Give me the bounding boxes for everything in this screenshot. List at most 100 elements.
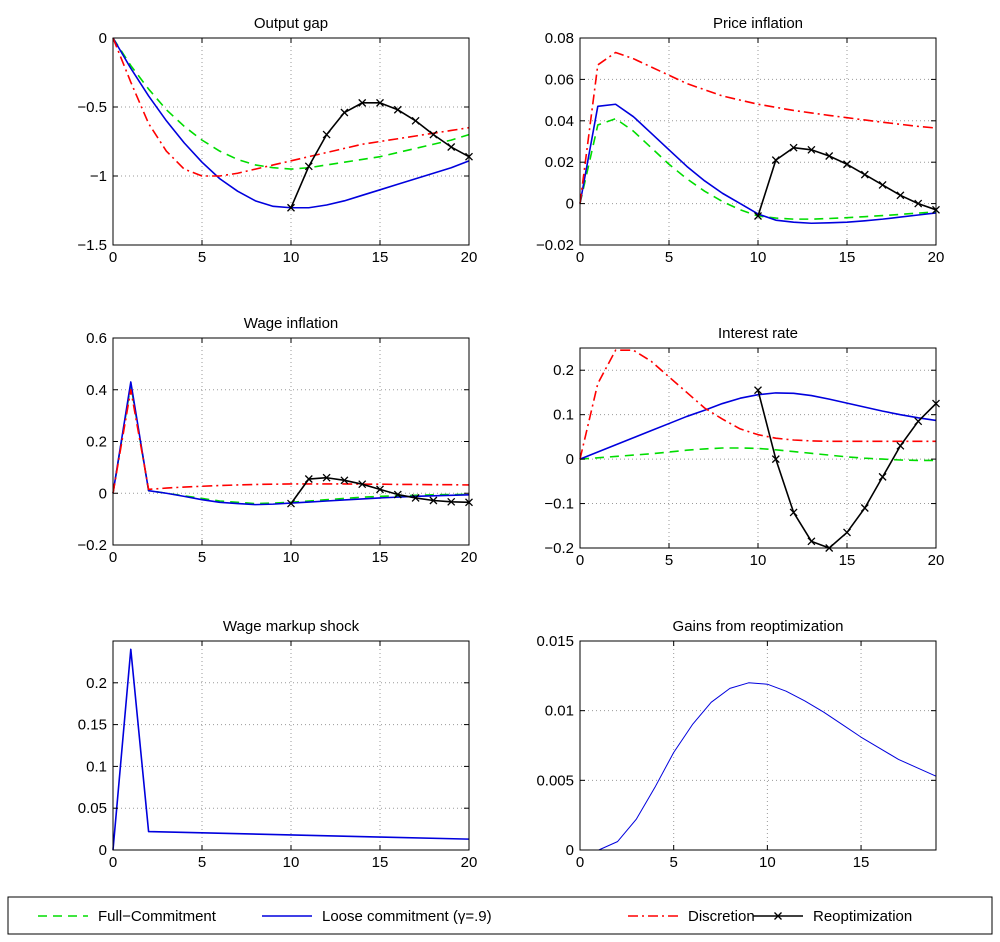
legend-label: Full−Commitment — [98, 908, 217, 925]
y-tick-label: 0 — [566, 196, 574, 213]
y-tick-label: −0.2 — [77, 537, 107, 554]
y-tick-label: 0.005 — [536, 772, 574, 789]
legend-label: Discretion — [688, 908, 755, 925]
series-line-loose — [112, 648, 470, 851]
x-tick-label: 15 — [839, 552, 856, 569]
y-tick-label: 0 — [99, 485, 107, 502]
chart-title: Gains from reoptimization — [673, 618, 844, 635]
series-line-disc — [112, 388, 470, 494]
chart-panel-1: 0 5 10 15 20 −1.5 −1 −0.5 0 Output gap — [77, 15, 477, 266]
chart-title: Wage markup shock — [223, 618, 360, 635]
x-tick-label: 5 — [665, 249, 673, 266]
data-marker-x — [771, 156, 780, 165]
y-tick-label: 0 — [566, 451, 574, 468]
data-marker-x — [429, 496, 438, 505]
y-tick-label: 0.015 — [536, 633, 574, 650]
legend-label: Reoptimization — [813, 908, 912, 925]
data-marker-x — [393, 490, 402, 499]
x-tick-label: 15 — [372, 854, 389, 871]
data-marker-x — [843, 528, 851, 537]
y-tick-label: 0 — [99, 30, 107, 47]
y-tick-label: 0 — [99, 842, 107, 859]
x-tick-label: 0 — [576, 249, 584, 266]
legend-item-fullc: Full−Commitment — [38, 908, 217, 925]
plot-area — [113, 38, 469, 245]
data-marker-x — [771, 455, 780, 464]
y-tick-label: 0.2 — [86, 434, 107, 451]
chart-panel-6: 0 5 10 15 0 0.005 0.01 0.015 Gains from reoptimi… — [536, 618, 937, 871]
x-tick-label: 10 — [759, 854, 776, 871]
data-marker-x — [878, 181, 887, 189]
x-tick-label: 15 — [839, 249, 856, 266]
y-tick-label: −0.2 — [544, 540, 574, 557]
x-tick-label: 5 — [665, 552, 673, 569]
data-marker-x — [376, 485, 384, 494]
x-tick-label: 5 — [198, 549, 206, 566]
chart-title: Interest rate — [718, 325, 798, 342]
data-marker-x — [393, 105, 402, 114]
data-marker-x — [340, 476, 349, 485]
series-line-fullc — [112, 37, 470, 170]
data-marker-x — [287, 499, 295, 508]
x-tick-label: 10 — [750, 552, 767, 569]
y-tick-label: 0.01 — [545, 703, 574, 720]
y-tick-label: −0.02 — [536, 237, 574, 254]
plot-area — [113, 338, 469, 545]
axes-box — [579, 640, 937, 851]
data-marker-x — [447, 143, 456, 151]
series-line-loose — [579, 392, 937, 460]
x-tick-label: 5 — [198, 249, 206, 266]
data-marker-x — [896, 191, 905, 200]
series-line-disc — [579, 349, 936, 460]
data-marker-x — [860, 504, 869, 512]
y-tick-label: −0.5 — [77, 99, 107, 116]
chart-panel-4: 0 5 10 15 20 −0.2 −0.1 0 0.1 0.2 Interest rate — [544, 325, 944, 569]
series-line-thin — [598, 682, 937, 851]
x-tick-label: 15 — [853, 854, 870, 871]
x-tick-label: 10 — [283, 549, 300, 566]
data-marker-x — [304, 162, 313, 171]
x-tick-label: 10 — [283, 854, 300, 871]
data-marker-x — [411, 493, 420, 502]
y-tick-label: 0 — [566, 842, 574, 859]
y-tick-label: 0.2 — [553, 362, 574, 379]
data-marker-x — [754, 386, 762, 395]
chart-title: Price inflation — [713, 15, 803, 32]
chart-panel-5: 0 5 10 15 20 0 0.05 0.1 0.15 0.2 Wage markup shock — [78, 618, 478, 871]
data-marker-x — [789, 508, 798, 517]
y-tick-label: 0.1 — [553, 407, 574, 424]
x-tick-label: 0 — [576, 854, 584, 871]
chart-title: Output gap — [254, 15, 328, 32]
x-tick-label: 0 — [109, 549, 117, 566]
y-tick-label: 0.02 — [545, 154, 574, 171]
data-marker-x — [429, 130, 438, 139]
data-marker-x — [843, 160, 851, 169]
legend: Full−Commitment Loose commitment (γ=.9) Di… — [7, 896, 993, 935]
y-tick-label: 0.08 — [545, 30, 574, 47]
legend-item-reopt: Reoptimization — [753, 908, 912, 925]
x-tick-label: 0 — [576, 552, 584, 569]
data-marker-x — [447, 497, 456, 506]
plot-area — [580, 641, 936, 850]
y-tick-label: 0.04 — [545, 113, 574, 130]
data-marker-x — [340, 108, 349, 117]
y-tick-label: 0.2 — [86, 675, 107, 692]
legend-marker — [774, 912, 782, 920]
y-tick-label: 0.06 — [545, 71, 574, 88]
data-marker-x — [789, 143, 798, 152]
data-marker-x — [807, 537, 816, 546]
data-marker-x — [914, 199, 923, 208]
data-marker-x — [358, 480, 367, 489]
y-tick-label: 0.05 — [78, 800, 107, 817]
x-tick-label: 5 — [670, 854, 678, 871]
y-tick-label: −0.1 — [544, 496, 574, 513]
data-marker-x — [304, 475, 313, 483]
x-tick-label: 10 — [750, 249, 767, 266]
x-tick-label: 5 — [198, 854, 206, 871]
data-marker-x — [411, 116, 420, 125]
y-tick-label: −1 — [90, 168, 107, 185]
data-marker-x — [878, 472, 887, 481]
x-tick-label: 10 — [283, 249, 300, 266]
